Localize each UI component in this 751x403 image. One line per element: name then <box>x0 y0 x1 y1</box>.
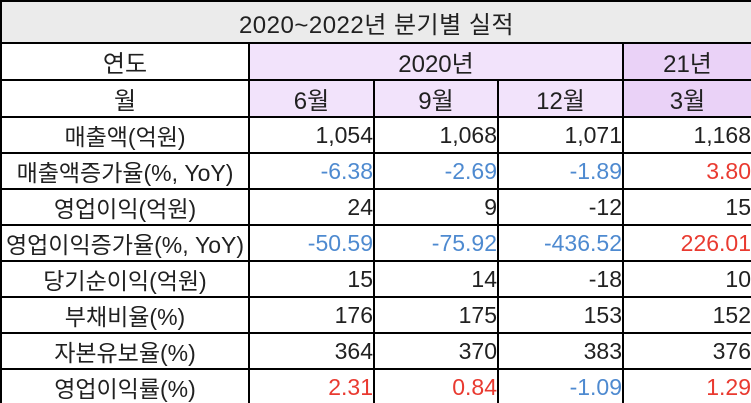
metric-label: 영업이익(억원) <box>0 188 250 226</box>
title-row: 2020~2022년 분기별 실적 <box>0 0 751 44</box>
value-cell: 226.01 <box>621 224 751 262</box>
value-cell: 1.29 <box>621 368 751 403</box>
value-cell: 9 <box>373 188 499 226</box>
metric-label: 매출액(억원) <box>0 116 250 154</box>
year-2020-header-cell: 2020년 <box>248 42 624 81</box>
metric-label: 영업이익증가율(%, YoY) <box>0 224 250 262</box>
value-cell: -50.59 <box>248 224 375 262</box>
value-cell: 3.80 <box>621 152 751 190</box>
metric-label: 부채비율(%) <box>0 296 250 334</box>
value-cell: -6.38 <box>248 152 375 190</box>
month-header-cell: 3월 <box>621 79 751 118</box>
value-cell: 383 <box>497 332 624 370</box>
value-cell: 2.31 <box>248 368 375 403</box>
year-header-label: 연도 <box>0 42 250 81</box>
table-row: 당기순이익(억원) 15 14 -18 10 <box>0 260 751 298</box>
table-row: 영업이익률(%) 2.31 0.84 -1.09 1.29 <box>0 368 751 403</box>
value-cell: 176 <box>248 296 375 334</box>
metric-label: 영업이익률(%) <box>0 368 250 403</box>
value-cell: 153 <box>497 296 624 334</box>
year-21-header-cell: 21년 <box>621 42 751 81</box>
metric-label: 자본유보율(%) <box>0 332 250 370</box>
value-cell: 364 <box>248 332 375 370</box>
value-cell: 15 <box>621 188 751 226</box>
table-row: 영업이익(억원) 24 9 -12 15 <box>0 188 751 226</box>
table-row: 영업이익증가율(%, YoY) -50.59 -75.92 -436.52 22… <box>0 224 751 262</box>
value-cell: 1,068 <box>373 116 499 154</box>
value-cell: 14 <box>373 260 499 298</box>
value-cell: -12 <box>497 188 624 226</box>
value-cell: 152 <box>621 296 751 334</box>
value-cell: 24 <box>248 188 375 226</box>
month-header-cell: 6월 <box>248 79 375 118</box>
value-cell: -1.09 <box>497 368 624 403</box>
value-cell: -436.52 <box>497 224 624 262</box>
table-title: 2020~2022년 분기별 실적 <box>0 0 751 44</box>
month-header-row: 월 6월 9월 12월 3월 <box>0 79 751 118</box>
value-cell: -1.89 <box>497 152 624 190</box>
month-header-cell: 12월 <box>497 79 624 118</box>
value-cell: 15 <box>248 260 375 298</box>
month-header-label: 월 <box>0 79 250 118</box>
value-cell: 370 <box>373 332 499 370</box>
month-header-cell: 9월 <box>373 79 499 118</box>
metric-label: 당기순이익(억원) <box>0 260 250 298</box>
table-row: 매출액증가율(%, YoY) -6.38 -2.69 -1.89 3.80 <box>0 152 751 190</box>
value-cell: 376 <box>621 332 751 370</box>
table-row: 매출액(억원) 1,054 1,068 1,071 1,168 <box>0 116 751 154</box>
value-cell: 1,168 <box>621 116 751 154</box>
value-cell: 175 <box>373 296 499 334</box>
value-cell: 0.84 <box>373 368 499 403</box>
table-row: 자본유보율(%) 364 370 383 376 <box>0 332 751 370</box>
year-header-row: 연도 2020년 21년 <box>0 42 751 81</box>
value-cell: -18 <box>497 260 624 298</box>
metric-label: 매출액증가율(%, YoY) <box>0 152 250 190</box>
value-cell: 10 <box>621 260 751 298</box>
table-row: 부채비율(%) 176 175 153 152 <box>0 296 751 334</box>
value-cell: -75.92 <box>373 224 499 262</box>
value-cell: 1,071 <box>497 116 624 154</box>
value-cell: 1,054 <box>248 116 375 154</box>
value-cell: -2.69 <box>373 152 499 190</box>
